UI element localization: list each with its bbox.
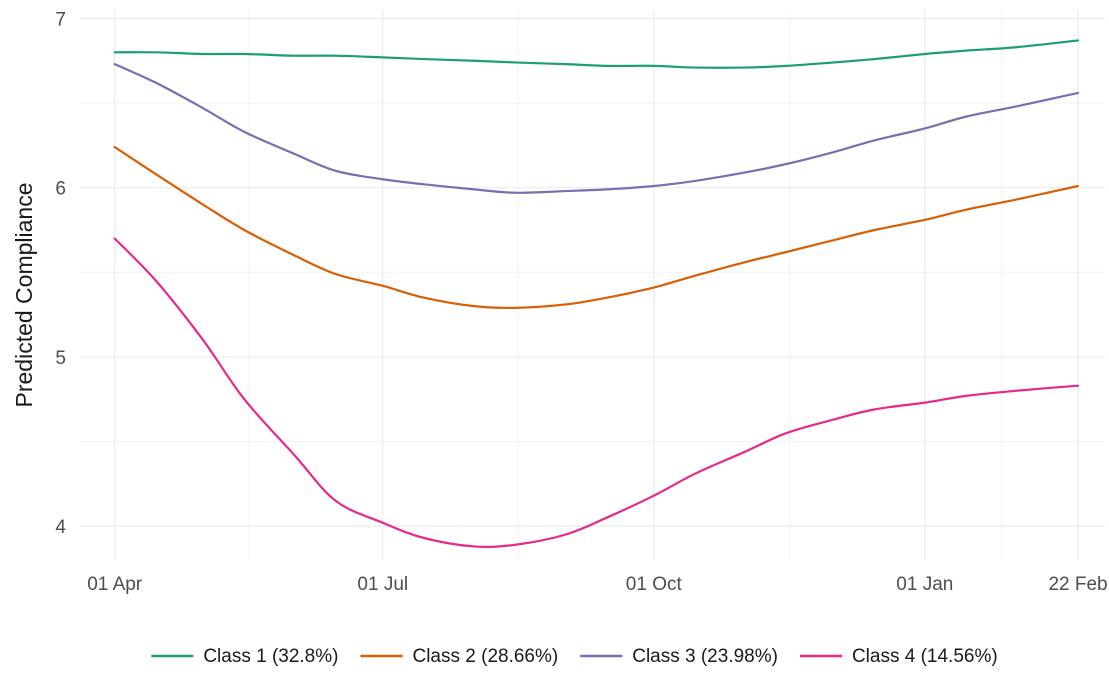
x-tick-label: 01 Oct	[626, 574, 683, 595]
legend-label-class-4: Class 4 (14.56%)	[852, 646, 998, 667]
legend-label-class-1: Class 1 (32.8%)	[203, 646, 338, 667]
series-line-class-4	[113, 237, 1080, 549]
y-tick-label: 4	[55, 517, 66, 538]
series-line-class-2	[113, 145, 1080, 310]
x-tick-label: 22 Feb	[1048, 574, 1107, 595]
grid-layer	[80, 10, 1105, 560]
legend: Class 1 (32.8%) Class 2 (28.66%) Class 3 (…	[151, 646, 998, 667]
tick-layer: 01 Apr 01 Jul 01 Oct 01 Jan 22 Feb 4 5 6 7	[55, 9, 1107, 595]
legend-label-class-3: Class 3 (23.98%)	[632, 646, 778, 667]
y-tick-label: 6	[55, 179, 66, 200]
x-tick-label: 01 Apr	[87, 574, 143, 595]
series-layer	[113, 39, 1080, 549]
y-tick-label: 5	[55, 348, 66, 369]
series-line-class-1	[113, 39, 1080, 69]
legend-label-class-2: Class 2 (28.66%)	[412, 646, 558, 667]
y-tick-label: 7	[55, 9, 66, 30]
series-line-class-3	[113, 63, 1080, 194]
x-tick-label: 01 Jan	[896, 574, 953, 595]
y-axis-title: Predicted Compliance	[11, 182, 37, 407]
x-tick-label: 01 Jul	[357, 574, 408, 595]
